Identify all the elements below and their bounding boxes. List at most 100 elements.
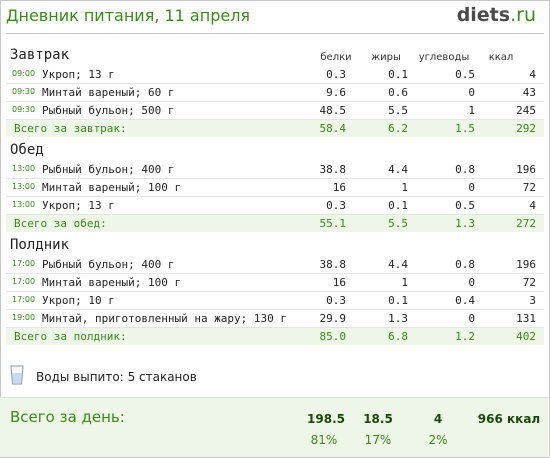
water-text: Воды выпито: 5 стаканов xyxy=(36,370,197,384)
food-kcal: 3 xyxy=(529,294,536,307)
food-kcal: 72 xyxy=(522,276,536,289)
food-carbs: 0.8 xyxy=(455,163,475,176)
food-name: Минтай вареный; 60 г xyxy=(42,86,175,99)
food-time: 13:00 xyxy=(12,164,36,173)
food-name: Укроп; 13 г xyxy=(42,199,115,212)
column-protein: белки xyxy=(320,52,352,63)
food-fat: 0.6 xyxy=(388,86,408,99)
meal-title: Завтрак xyxy=(10,47,70,63)
total-kcal: 272 xyxy=(516,217,536,230)
food-row[interactable]: 17:00 Минтай вареный; 100 г 16 1 0 72 xyxy=(6,274,544,292)
food-time: 17:00 xyxy=(12,295,36,304)
logo-suffix: .ru xyxy=(510,4,536,26)
day-carbs-pct: 2% xyxy=(428,433,448,447)
food-protein: 0.3 xyxy=(326,294,346,307)
food-protein: 16 xyxy=(332,276,346,289)
food-time: 17:00 xyxy=(12,277,36,286)
total-carbs: 1.3 xyxy=(455,217,475,230)
food-protein: 0.3 xyxy=(326,199,346,212)
food-protein: 38.8 xyxy=(319,258,347,271)
food-fat: 0.1 xyxy=(388,199,408,212)
total-kcal: 292 xyxy=(516,122,536,135)
food-time: 09:30 xyxy=(12,87,36,96)
food-kcal: 196 xyxy=(516,163,536,176)
food-time: 13:00 xyxy=(12,200,36,209)
total-carbs: 1.5 xyxy=(455,122,475,135)
logo-main: diets xyxy=(456,4,511,26)
food-protein: 16 xyxy=(332,181,346,194)
meal-title: Обед xyxy=(10,142,44,158)
total-fat: 6.8 xyxy=(388,330,408,343)
food-name: Минтай вареный; 100 г xyxy=(42,276,182,289)
meal-total-label: Всего за полдник: xyxy=(14,330,127,343)
food-row[interactable]: 13:00 Минтай вареный; 100 г 16 1 0 72 xyxy=(6,179,544,197)
food-name: Рыбный бульон; 500 г xyxy=(42,104,175,117)
column-carbs: углеводы xyxy=(418,52,470,63)
day-protein: 198.5 xyxy=(307,412,345,426)
food-kcal: 4 xyxy=(529,68,536,81)
food-kcal: 131 xyxy=(516,312,536,325)
day-fat-pct: 17% xyxy=(364,433,392,447)
total-protein: 55.1 xyxy=(319,217,347,230)
meal-total-row: Всего за полдник: 85.0 6.8 1.2 402 xyxy=(6,328,544,345)
food-name: Минтай, приготовленный на жару; 130 г xyxy=(42,312,288,325)
meal-header: Завтрак белки жиры углеводы ккал xyxy=(6,44,544,66)
water-intake: Воды выпито: 5 стаканов xyxy=(10,364,410,388)
meal-snack: Полдник 17:00 Рыбный бульон; 400 г 38.8 … xyxy=(6,234,544,345)
meal-total-label: Всего за завтрак: xyxy=(14,122,127,135)
meal-lunch: Обед 13:00 Рыбный бульон; 400 г 38.8 4.4… xyxy=(6,139,544,232)
food-protein: 48.5 xyxy=(319,104,347,117)
food-row[interactable]: 09:00 Укроп; 13 г 0.3 0.1 0.5 4 xyxy=(6,66,544,84)
day-carbs: 4 xyxy=(433,412,443,426)
food-kcal: 72 xyxy=(522,181,536,194)
meal-header: Полдник xyxy=(6,234,544,256)
meal-total-row: Всего за обед: 55.1 5.5 1.3 272 xyxy=(6,215,544,232)
meal-breakfast: Завтрак белки жиры углеводы ккал 09:00 У… xyxy=(6,44,544,137)
food-name: Рыбный бульон; 400 г xyxy=(42,258,175,271)
total-carbs: 1.2 xyxy=(455,330,475,343)
food-fat: 5.5 xyxy=(388,104,408,117)
water-value: 5 стаканов xyxy=(127,370,197,384)
food-carbs: 1 xyxy=(468,104,475,117)
site-logo[interactable]: diets.ru xyxy=(457,4,536,26)
food-name: Рыбный бульон; 400 г xyxy=(42,163,175,176)
total-protein: 58.4 xyxy=(319,122,347,135)
food-time: 19:00 xyxy=(12,313,36,322)
food-time: 17:00 xyxy=(12,259,36,268)
food-kcal: 43 xyxy=(522,86,536,99)
day-total-panel: Всего за день: 198.5 18.5 4 966 ккал 81%… xyxy=(0,397,548,457)
food-time: 13:00 xyxy=(12,182,36,191)
food-row[interactable]: 17:00 Рыбный бульон; 400 г 38.8 4.4 0.8 … xyxy=(6,256,544,274)
food-name: Укроп; 13 г xyxy=(42,68,115,81)
food-carbs: 0 xyxy=(468,312,475,325)
food-fat: 0.1 xyxy=(388,68,408,81)
food-name: Укроп; 10 г xyxy=(42,294,115,307)
total-fat: 6.2 xyxy=(388,122,408,135)
meal-title: Полдник xyxy=(10,237,70,253)
food-fat: 1 xyxy=(401,181,408,194)
food-row[interactable]: 19:00 Минтай, приготовленный на жару; 13… xyxy=(6,310,544,328)
day-fat: 18.5 xyxy=(363,412,393,426)
food-row[interactable]: 13:00 Укроп; 13 г 0.3 0.1 0.5 4 xyxy=(6,197,544,215)
day-kcal: 966 ккал xyxy=(477,412,541,426)
food-protein: 0.3 xyxy=(326,68,346,81)
food-row[interactable]: 09:30 Рыбный бульон; 500 г 48.5 5.5 1 24… xyxy=(6,102,544,120)
food-row[interactable]: 17:00 Укроп; 10 г 0.3 0.1 0.4 3 xyxy=(6,292,544,310)
food-carbs: 0.4 xyxy=(455,294,475,307)
food-kcal: 4 xyxy=(529,199,536,212)
food-carbs: 0 xyxy=(468,86,475,99)
food-row[interactable]: 13:00 Рыбный бульон; 400 г 38.8 4.4 0.8 … xyxy=(6,161,544,179)
food-fat: 1 xyxy=(401,276,408,289)
day-total-label: Всего за день: xyxy=(10,408,125,426)
water-label: Воды выпито: xyxy=(36,370,124,384)
food-kcal: 196 xyxy=(516,258,536,271)
meal-total-label: Всего за обед: xyxy=(14,217,107,230)
food-protein: 29.9 xyxy=(319,312,347,325)
food-fat: 4.4 xyxy=(388,163,408,176)
meal-header: Обед xyxy=(6,139,544,161)
food-kcal: 245 xyxy=(516,104,536,117)
food-time: 09:30 xyxy=(12,105,36,114)
food-fat: 1.3 xyxy=(388,312,408,325)
food-fat: 4.4 xyxy=(388,258,408,271)
food-row[interactable]: 09:30 Минтай вареный; 60 г 9.6 0.6 0 43 xyxy=(6,84,544,102)
